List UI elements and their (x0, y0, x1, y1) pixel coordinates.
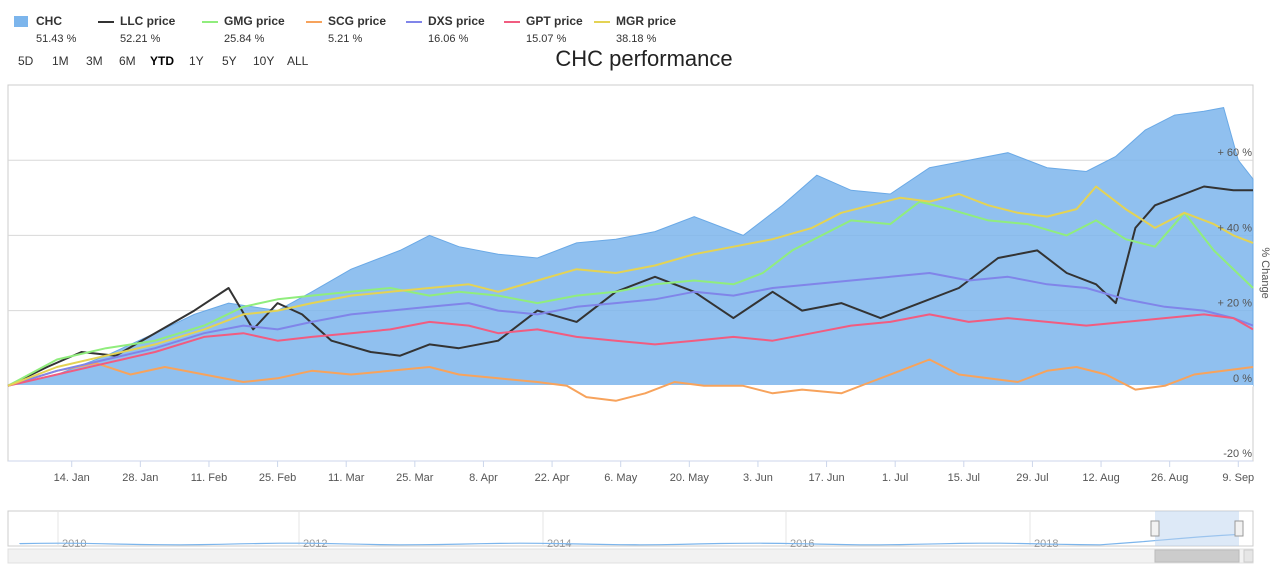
x-tick-label: 1. Jul (882, 472, 908, 484)
legend-value: 38.18 % (616, 33, 657, 45)
navigator-frame (7, 510, 1254, 547)
series-line-gmg-price[interactable] (7, 200, 1254, 387)
legend-name: SCG price (328, 14, 387, 28)
x-tick-label: 12. Aug (1082, 472, 1119, 484)
legend-value: 25.84 % (224, 33, 265, 45)
navigator-handle-right[interactable] (1234, 520, 1244, 537)
legend-name: DXS price (428, 14, 485, 28)
legend-name: LLC price (120, 14, 176, 28)
x-tick-label: 14. Jan (54, 472, 90, 484)
series-line-llc-price[interactable] (7, 185, 1253, 387)
y-tick-label: + 40 % (1217, 222, 1252, 234)
legend-name: CHC (36, 14, 62, 28)
legend-swatch (202, 21, 218, 23)
chart-title: CHC performance (555, 46, 733, 71)
main-chart: -20 % 0 % + 20 % + 40 % + 60 % % Change 14. Ja… (7, 84, 1271, 484)
navigator-year-label: 2010 (62, 538, 86, 550)
y-tick-label: + 20 % (1217, 298, 1252, 310)
y-tick-label: -20 % (1223, 448, 1252, 460)
x-tick-label: 17. Jun (809, 472, 845, 484)
x-tick-label: 20. May (670, 472, 710, 484)
x-tick-label: 25. Feb (259, 472, 296, 484)
x-tick-label: 8. Apr (469, 472, 498, 484)
range-button-ytd[interactable]: YTD (150, 54, 174, 68)
navigator-scrollbar-track[interactable] (7, 548, 1254, 564)
series-line-dxs-price[interactable] (7, 272, 1254, 387)
x-tick-label: 6. May (604, 472, 638, 484)
y-axis-label: % Change (1259, 247, 1271, 298)
x-tick-label: 3. Jun (743, 472, 773, 484)
range-button-5d[interactable]: 5D (18, 54, 34, 68)
x-tick-label: 26. Aug (1151, 472, 1188, 484)
legend-value: 16.06 % (428, 33, 469, 45)
range-button-10y[interactable]: 10Y (253, 54, 275, 68)
legend-name: GMG price (224, 14, 285, 28)
x-tick-label: 22. Apr (535, 472, 570, 484)
series-line-scg-price[interactable] (7, 358, 1254, 402)
navigator-selection[interactable] (1155, 511, 1239, 546)
navigator-scrollbar-thumb[interactable] (1154, 549, 1240, 563)
range-button-6m[interactable]: 6M (119, 54, 136, 68)
x-tick-label: 11. Mar (328, 472, 365, 484)
legend-value: 51.43 % (36, 33, 77, 45)
range-button-5y[interactable]: 5Y (222, 54, 237, 68)
range-button-3m[interactable]: 3M (86, 54, 103, 68)
legend-swatch (594, 21, 610, 23)
navigator-year-label: 2012 (303, 538, 327, 550)
x-tick-label: 15. Jul (948, 472, 980, 484)
navigator-handle-left[interactable] (1150, 520, 1160, 537)
x-tick-label: 25. Mar (396, 472, 434, 484)
range-button-1y[interactable]: 1Y (189, 54, 204, 68)
navigator-series (19, 533, 1241, 546)
x-tick-label: 28. Jan (122, 472, 158, 484)
navigator[interactable]: 2010 2012 2014 2016 2018 (0, 505, 1275, 567)
legend-name: GPT price (526, 14, 583, 28)
y-tick-label: 0 % (1233, 373, 1252, 385)
legend-value: 5.21 % (328, 33, 363, 45)
legend-value: 15.07 % (526, 33, 567, 45)
legend-swatch (306, 21, 322, 23)
legend-swatch (98, 21, 114, 23)
range-button-all[interactable]: ALL (287, 54, 309, 68)
series-line-mgr-price[interactable] (7, 185, 1254, 387)
series-line-gpt-price[interactable] (7, 313, 1254, 387)
legend-swatch (504, 21, 520, 23)
legend-swatch (406, 21, 422, 23)
y-tick-label: + 60 % (1217, 147, 1252, 159)
legend-name: MGR price (616, 14, 677, 28)
x-tick-label: 29. Jul (1016, 472, 1048, 484)
range-button-1m[interactable]: 1M (52, 54, 69, 68)
legend-value: 52.21 % (120, 33, 161, 45)
x-tick-label: 11. Feb (191, 472, 228, 484)
legend-swatch (14, 16, 28, 27)
navigator-scroll-right-button[interactable] (1243, 549, 1254, 563)
x-tick-label: 9. Sep (1222, 472, 1254, 484)
